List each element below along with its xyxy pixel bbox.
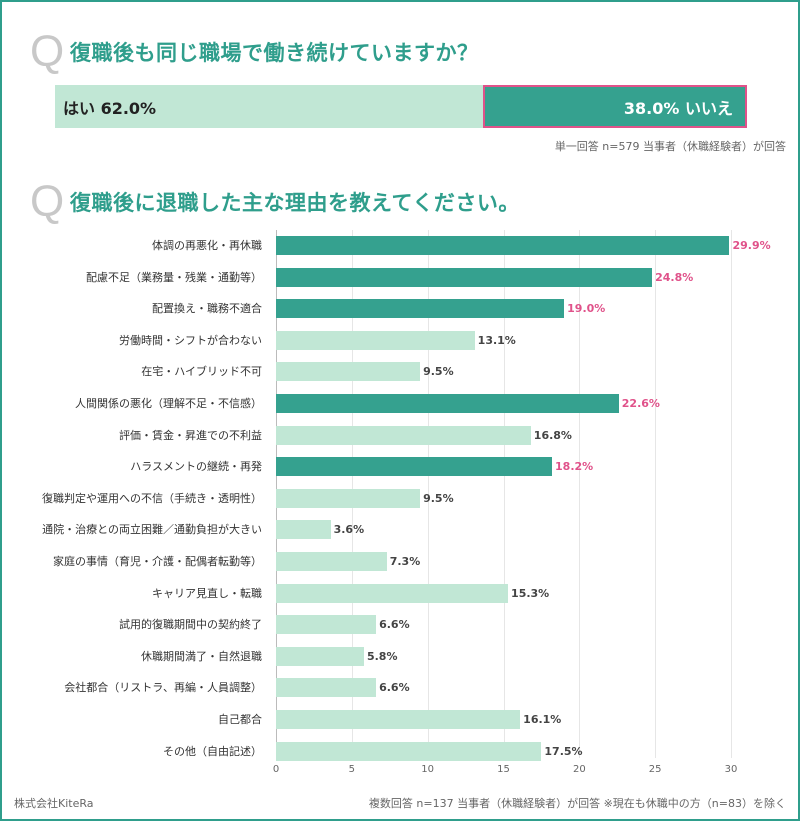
bar (276, 520, 331, 540)
bar (276, 615, 377, 635)
category-label: 評価・賃金・昇進での不利益 (119, 428, 262, 442)
bar (276, 299, 565, 319)
x-tick-label: 15 (497, 764, 510, 775)
category-label: 試用的復職期間中の契約終了 (119, 618, 262, 632)
q-mark-icon: Q (30, 27, 65, 76)
yes-bar: はい 62.0% (55, 85, 483, 128)
bar (276, 330, 475, 350)
category-label: 休職期間満了・自然退職 (141, 649, 262, 663)
value-label: 13.1% (477, 333, 516, 347)
category-label: 配慮不足（業務量・残業・通勤等） (86, 270, 262, 284)
value-label: 24.8% (655, 270, 694, 284)
bar (276, 583, 509, 603)
bar (276, 488, 421, 508)
bar (276, 425, 531, 445)
value-label: 6.6% (379, 618, 410, 632)
value-label: 22.6% (621, 397, 660, 410)
x-tick-label: 20 (572, 764, 586, 775)
bar (276, 362, 421, 382)
x-tick-label: 5 (348, 764, 356, 775)
question-2: Q 復職後に退職した主な理由を教えてください。 (30, 180, 520, 224)
category-label: 労働時間・シフトが合わない (119, 333, 262, 347)
question-1: Q 復職後も同じ職場で働き続けていますか？ (30, 30, 479, 74)
value-label: 9.5% (423, 491, 454, 505)
bar (276, 646, 364, 666)
gridline (655, 230, 657, 758)
category-label: ハラスメントの継続・再発 (130, 460, 262, 474)
bar (276, 457, 553, 477)
q1-note: 単一回答 n=579 当事者（休職経験者）が回答 (554, 140, 786, 153)
category-label: 復職判定や運用への不信（手続き・透明性） (42, 491, 262, 505)
q2-note: 複数回答 n=137 当事者（休職経験者）が回答 ※現在も休職中の方（n=83）… (368, 797, 786, 810)
yes-label: はい 62.0% (63, 98, 157, 118)
gridline (503, 230, 505, 758)
gridline (731, 230, 732, 758)
category-label: 家庭の事情（育児・介護・配偶者転勤等） (53, 555, 262, 568)
value-label: 16.8% (533, 428, 572, 442)
category-label: 人間関係の悪化（理解不足・不信感） (75, 397, 262, 410)
category-label: 配置換え・職務不適合 (152, 302, 262, 316)
value-label: 16.1% (523, 713, 562, 726)
value-label: 17.5% (544, 744, 583, 758)
x-tick-label: 30 (724, 764, 738, 775)
question-2-title: 復職後に退職した主な理由を教えてください。 (70, 191, 520, 215)
value-label: 9.5% (423, 365, 454, 379)
gridline (427, 230, 429, 758)
gridline (579, 230, 581, 758)
x-tick-label: 10 (421, 764, 435, 775)
no-label: 38.0% いいえ (623, 98, 733, 118)
bar (276, 710, 521, 729)
x-tick-label: 25 (648, 764, 662, 775)
bar (276, 741, 542, 761)
value-label: 29.9% (732, 239, 771, 252)
company-name: 株式会社KiteRa (14, 797, 94, 810)
no-bar: 38.0% いいえ (483, 85, 747, 128)
value-label: 3.6% (333, 523, 365, 537)
value-label: 15.3% (511, 586, 550, 600)
bar (276, 678, 377, 698)
value-label: 7.3% (389, 555, 421, 568)
category-label: 自己都合 (218, 713, 262, 726)
category-label: 体調の再悪化・再休職 (152, 239, 262, 252)
category-label: 通院・治療との両立困難／通勤負担が大きい (42, 523, 262, 537)
category-label: 会社都合（リストラ、再編・人員調整） (64, 681, 262, 695)
question-1-title: 復職後も同じ職場で働き続けていますか？ (70, 41, 479, 65)
value-label: 18.2% (555, 460, 594, 474)
bar (276, 552, 387, 571)
q-mark-icon: Q (30, 177, 65, 226)
category-label: その他（自由記述） (163, 744, 262, 758)
category-label: キャリア見直し・転職 (152, 586, 262, 600)
value-label: 19.0% (567, 302, 606, 316)
category-label: 在宅・ハイブリッド不可 (141, 365, 262, 379)
bar (276, 267, 653, 287)
bar (276, 394, 619, 413)
value-label: 5.8% (366, 649, 398, 663)
bar (276, 236, 730, 255)
value-label: 6.6% (379, 681, 410, 695)
x-tick-label: 0 (272, 764, 280, 775)
